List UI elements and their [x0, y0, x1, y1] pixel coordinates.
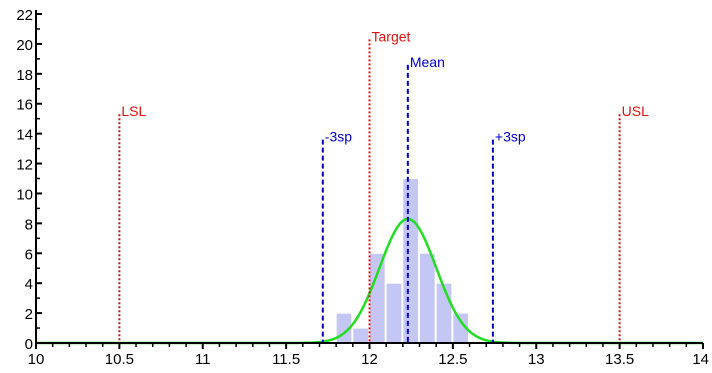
y-tick-label: 6 — [25, 246, 33, 263]
y-tick-label: 2 — [25, 306, 33, 323]
x-tick-label: 10 — [28, 351, 45, 368]
axes: 0 2 4 6 8 10 12 14 16 18 20 22 10 10.5 11 11.5 12 12.5 13 1… — [16, 7, 709, 368]
x-tick-label: 12 — [361, 351, 378, 368]
histogram-bar — [419, 252, 436, 344]
histogram-bar — [402, 178, 420, 344]
y-tick-label: 14 — [16, 127, 33, 144]
y-tick-label: 22 — [16, 7, 33, 24]
reference-lines: LSL Target USL Mean -3sp +3sp — [118, 28, 649, 343]
y-tick-label: 20 — [16, 37, 33, 54]
ref-label-target: Target — [372, 28, 411, 44]
x-tick-label: 12.5 — [438, 351, 467, 368]
x-tick-label: 14 — [692, 351, 709, 368]
histogram-bar — [369, 252, 386, 344]
y-tick-label: 16 — [16, 97, 33, 114]
ref-label-usl: USL — [622, 103, 649, 119]
ref-label-3sp: +3sp — [495, 129, 526, 145]
ref-label-mean: Mean — [410, 54, 445, 70]
y-tick-label: 0 — [25, 336, 33, 353]
x-tick-label: 13 — [528, 351, 545, 368]
y-tick-label: 10 — [16, 186, 33, 203]
y-tick-label: 12 — [16, 157, 33, 174]
x-tick-label: 10.5 — [105, 351, 134, 368]
x-tick-label: 11 — [195, 351, 211, 368]
y-tick-label: 8 — [25, 216, 33, 233]
y-tick-label: 18 — [16, 67, 33, 84]
histogram-bar — [435, 282, 453, 344]
x-tick-label: 11.5 — [272, 351, 300, 368]
ref-label-lsl: LSL — [121, 103, 146, 119]
ref-label-3sp: -3sp — [325, 129, 352, 145]
y-tick-label: 4 — [25, 276, 33, 293]
histogram-bar — [385, 282, 403, 344]
histogram-bar — [352, 327, 370, 344]
x-tick-label: 13.5 — [605, 351, 634, 368]
